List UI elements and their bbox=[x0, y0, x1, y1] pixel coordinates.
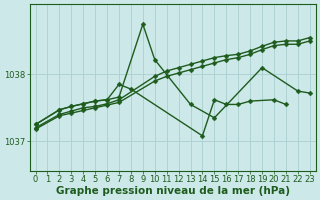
X-axis label: Graphe pression niveau de la mer (hPa): Graphe pression niveau de la mer (hPa) bbox=[56, 186, 290, 196]
